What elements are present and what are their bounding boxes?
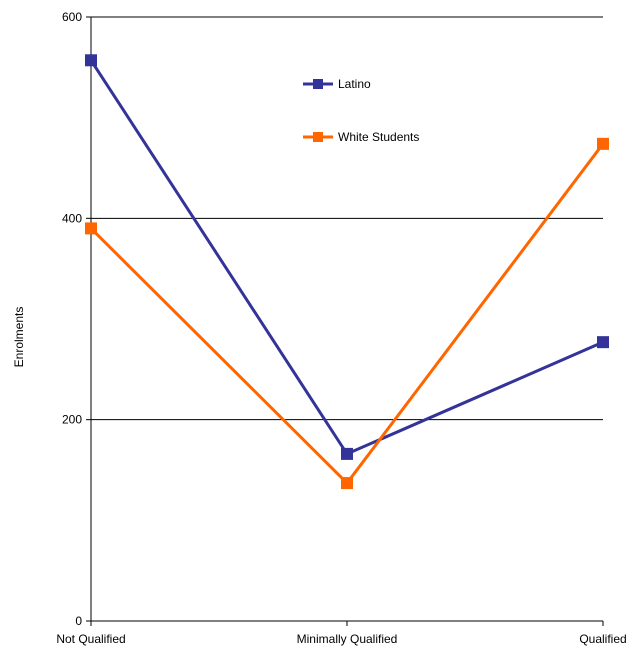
data-point-series-1-1 [85, 54, 97, 67]
series-line-1 [89, 59, 604, 456]
legend-label-2: White Students [338, 130, 419, 144]
y-tick-label: 0 [75, 614, 82, 628]
y-tick-labels: 0 200 400 600 [62, 10, 82, 628]
y-axis-title: Enrolments [12, 307, 26, 368]
data-point-series-2-3 [597, 137, 609, 150]
y-tick-label: 400 [62, 211, 82, 225]
data-point-series-2-2 [341, 477, 353, 490]
y-tick-label: 200 [62, 413, 82, 427]
x-tick-labels: Not Qualified Minimally Qualified Qualifie… [56, 632, 626, 646]
legend-marker-2 [313, 132, 323, 142]
x-tick-label: Qualified [579, 632, 626, 646]
legend: Latino White Students [303, 77, 419, 144]
axes [86, 16, 604, 626]
data-point-series-1-2 [341, 447, 353, 460]
data-point-series-2-1 [85, 222, 97, 235]
data-point-series-1-3 [597, 336, 609, 349]
y-tick-label: 600 [62, 10, 82, 24]
legend-label-1: Latino [338, 77, 371, 91]
gridlines [91, 16, 603, 421]
series-line-2 [89, 142, 605, 486]
series [85, 54, 609, 490]
x-tick-label: Not Qualified [56, 632, 125, 646]
legend-marker-1 [313, 79, 323, 89]
x-tick-label: Minimally Qualified [297, 632, 398, 646]
